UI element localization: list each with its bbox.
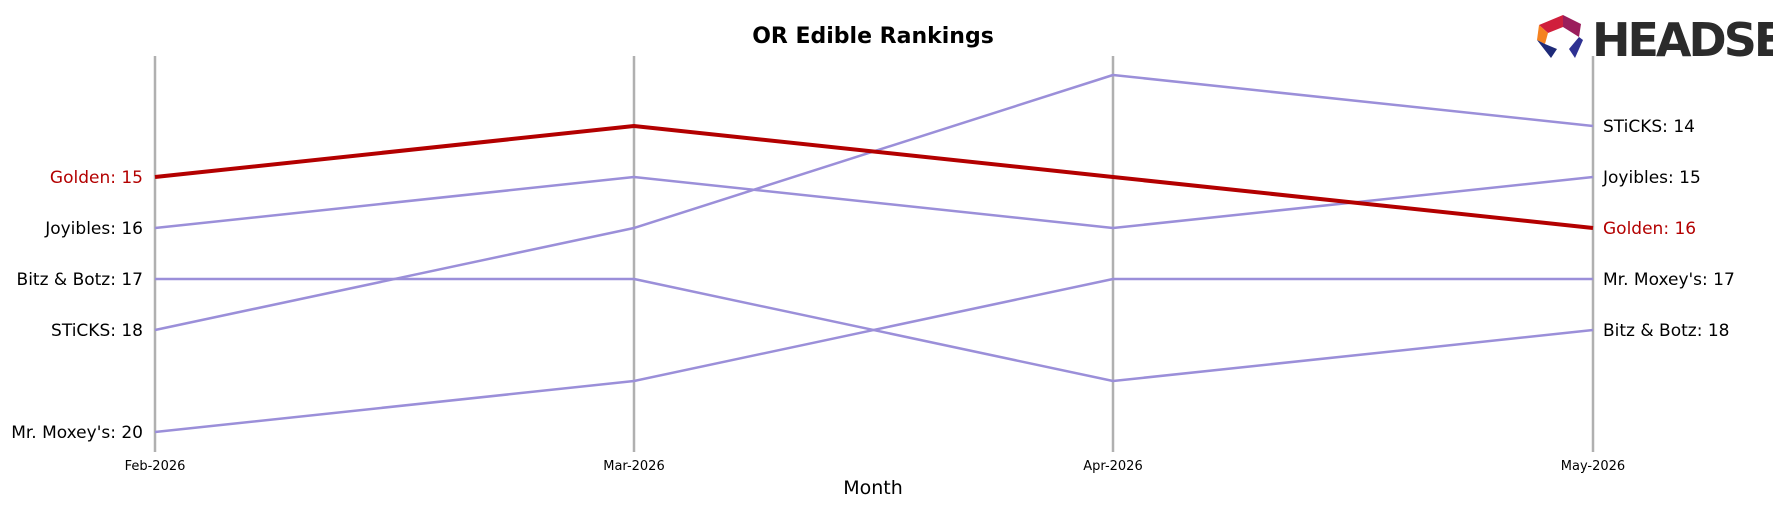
series-lines <box>154 73 1594 434</box>
month-axis-lines <box>153 56 1595 452</box>
series-start-label: Golden: 15 <box>50 168 143 188</box>
series-end-label: Mr. Moxey's: 17 <box>1603 270 1735 290</box>
series-start-label: Bitz & Botz: 17 <box>17 270 143 290</box>
x-tick-label: Mar-2026 <box>603 459 664 474</box>
chart-title: OR Edible Rankings <box>752 24 994 49</box>
headset-logo-text: HEADSET <box>1592 13 1773 67</box>
series-line <box>154 277 1593 434</box>
x-axis-label: Month <box>843 477 903 499</box>
series-start-label: Joyibles: 16 <box>44 219 143 239</box>
headset-logo-icon <box>1537 15 1583 58</box>
series-end-label: STiCKS: 14 <box>1603 117 1695 137</box>
x-tick-label: Feb-2026 <box>125 459 186 474</box>
x-tick-label: Apr-2026 <box>1083 459 1142 474</box>
series-end-label: Joyibles: 15 <box>1602 168 1701 188</box>
series-start-label: Mr. Moxey's: 20 <box>11 423 143 443</box>
x-tick-labels: Feb-2026 Mar-2026 Apr-2026 May-2026 <box>125 459 1626 474</box>
x-tick-label: May-2026 <box>1561 459 1625 474</box>
series-end-label: Golden: 16 <box>1603 219 1696 239</box>
series-start-label: STiCKS: 18 <box>51 321 143 341</box>
series-end-labels: Golden: 15 Golden: 16 Joyibles: 16 Joyibles… <box>11 117 1735 443</box>
headset-logo: HEADSET <box>1537 13 1773 67</box>
series-line <box>154 175 1594 230</box>
series-end-label: Bitz & Botz: 18 <box>1603 321 1729 341</box>
series-line <box>154 124 1594 230</box>
